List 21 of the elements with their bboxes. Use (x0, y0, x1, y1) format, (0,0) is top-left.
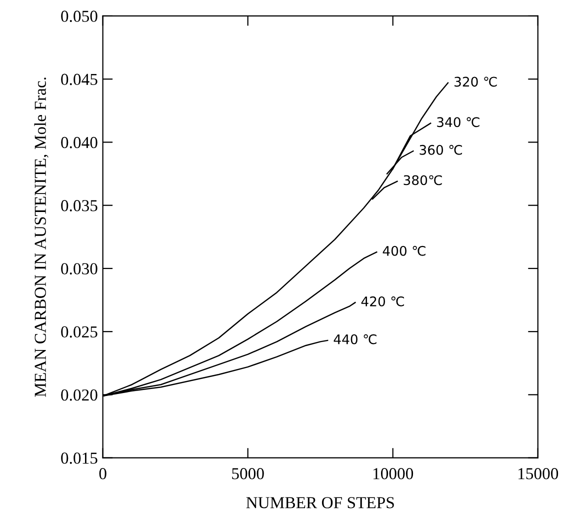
series-label: 400 ℃ (382, 246, 426, 256)
x-tick-label: 10000 (373, 468, 414, 480)
y-tick-label: 0.030 (61, 263, 98, 274)
y-tick-label: 0.035 (61, 200, 98, 212)
y-tick-label: 0.040 (61, 136, 98, 148)
series-label: 420 ℃ (361, 296, 404, 306)
series-label: 440 ℃ (334, 334, 376, 344)
series-label: 340 ℃ (437, 117, 480, 128)
x-tick-label: 0 (99, 468, 106, 480)
y-tick-label: 0.050 (61, 10, 98, 22)
x-axis-title: NUMBER OF STEPS (246, 497, 394, 508)
x-tick-label: 15000 (518, 468, 558, 480)
legend-label: 320 ℃ (454, 76, 497, 87)
y-tick-label: 0.020 (61, 389, 98, 401)
series-label: 360 ℃ (420, 144, 462, 155)
y-axis-title: MEAN CARBON IN AUSTENITE, Mole Frac. (34, 78, 48, 397)
y-tick-label: 0.015 (61, 452, 98, 464)
series-label: 380℃ (404, 175, 442, 186)
y-tick-label: 0.045 (61, 74, 98, 86)
y-tick-label: 0.025 (61, 326, 98, 338)
x-tick-label: 5000 (232, 468, 264, 480)
